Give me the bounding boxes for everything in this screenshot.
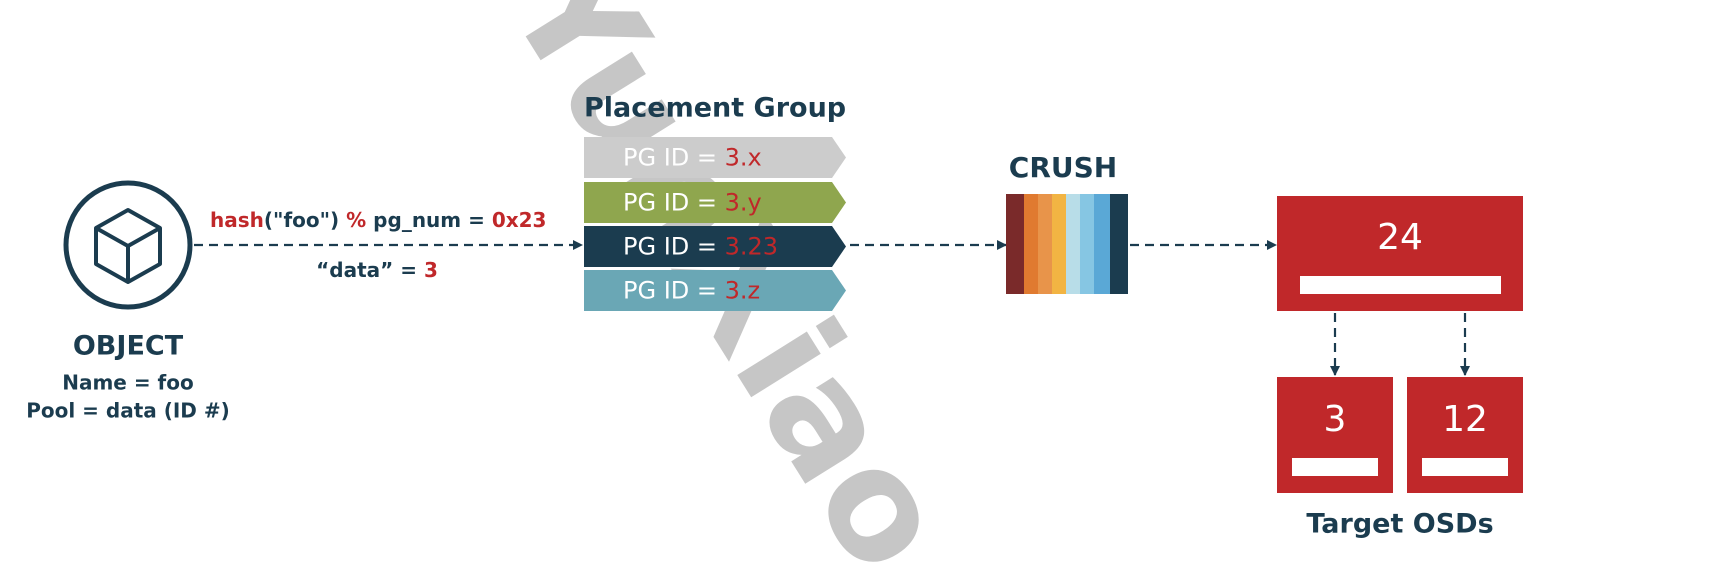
pg-label: PG ID = 3.z [623,277,760,305]
pg-label-text: PG ID = [623,233,725,261]
pg-label: PG ID = 3.y [623,189,762,217]
pg-label-text: PG ID = [623,144,725,172]
hash-part: % [339,208,366,232]
crush-block [1006,194,1128,294]
pool-part: 3 [424,258,438,282]
object-name: Name = foo [62,371,194,395]
pg-shape [584,270,846,311]
osd-title: Target OSDs [1306,509,1493,540]
pg-shape [584,226,846,267]
object-pool: Pool = data (ID #) [26,399,230,423]
osd-id: 24 [1377,217,1423,258]
osd-bar [1422,458,1508,476]
pg-title: Placement Group [584,93,846,124]
pg-id: 3.z [725,277,761,305]
pg-label-text: PG ID = [623,189,725,217]
osd-id: 3 [1324,399,1347,440]
osd-id: 12 [1442,399,1488,440]
hash-part: hash [210,208,264,232]
hash-part: ("foo") [264,208,339,232]
pool-text: “data” = 3 [316,258,438,282]
pg-label-text: PG ID = [623,277,725,305]
osd-bar [1292,458,1378,476]
hash-part: 0x23 [492,208,547,232]
object-icon [63,180,193,310]
osd-bar [1300,276,1501,294]
hash-text: hash("foo") % pg_num = 0x23 [210,208,546,232]
pg-id: 3.x [725,144,762,172]
pg-shape [584,137,846,178]
hash-part: pg_num = [366,208,492,232]
crush-title: CRUSH [1009,151,1117,184]
pg-shape [584,182,846,223]
pg-id: 3.23 [725,233,778,261]
pg-id: 3.y [725,189,762,217]
pool-part: “data” = [316,258,424,282]
pg-label: PG ID = 3.23 [623,233,778,261]
object-title: OBJECT [73,331,184,362]
pg-label: PG ID = 3.x [623,144,762,172]
